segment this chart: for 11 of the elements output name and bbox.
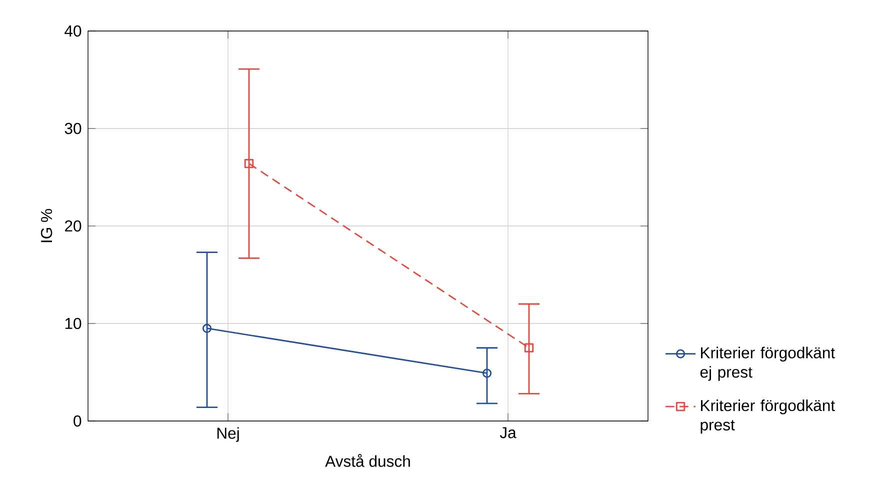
y-tick-label: 0 bbox=[74, 415, 82, 427]
x-tick-label: Ja bbox=[500, 427, 516, 438]
y-tick-label: 20 bbox=[65, 220, 82, 232]
y-tick-label: 30 bbox=[64, 122, 82, 134]
x-tick-label: Nej bbox=[217, 427, 239, 442]
x-axis-title: Avstå dusch bbox=[325, 454, 410, 467]
legend-label: Kriterier förgodkänt ej prest bbox=[700, 346, 835, 381]
legend-label: Kriterier förgodkänt prest bbox=[700, 400, 835, 434]
y-axis-title: IG % bbox=[40, 208, 52, 242]
y-tick-label: 40 bbox=[64, 25, 82, 37]
y-tick-label: 10 bbox=[65, 318, 82, 330]
